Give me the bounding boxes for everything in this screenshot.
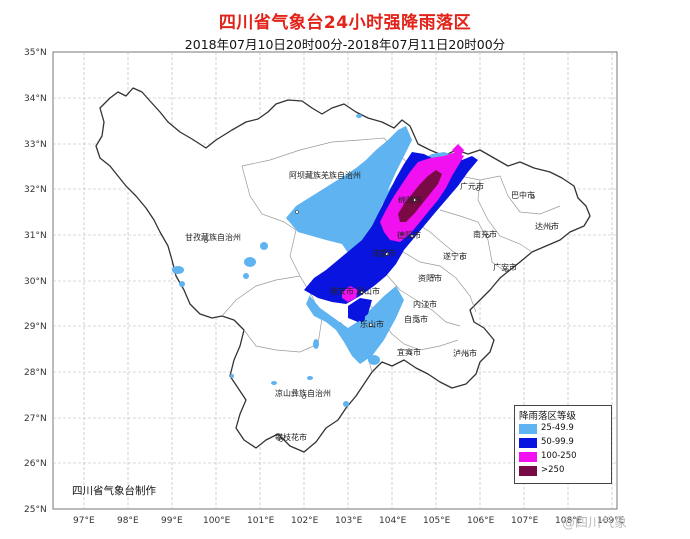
lon-label: 103°E <box>335 516 363 526</box>
label-luzhou: 泸州市 <box>453 348 477 358</box>
lon-label: 104°E <box>379 516 407 526</box>
label-dazhou: 达州市 <box>535 221 559 231</box>
lon-label: 106°E <box>467 516 495 526</box>
lon-label: 98°E <box>117 516 139 526</box>
label-mianyang: 绵阳市 <box>398 195 422 205</box>
label-neijiang: 内江市 <box>413 299 437 309</box>
label-deyang: 德阳市 <box>397 230 421 240</box>
lat-label: 30°N <box>24 277 47 287</box>
label-meishan: 眉山市 <box>356 286 380 296</box>
lon-label: 107°E <box>511 516 539 526</box>
legend-label: 25-49.9 <box>541 423 574 433</box>
lat-label: 25°N <box>24 505 47 515</box>
legend-label: >250 <box>541 465 564 475</box>
lon-label: 101°E <box>247 516 275 526</box>
label-guangyuan: 广元市 <box>460 181 484 191</box>
legend: 降雨落区等级 25-49.9 50-99.9 100-250 >250 <box>514 405 612 484</box>
longitude-labels: 97°E 98°E 99°E 100°E 101°E 102°E 103°E 1… <box>73 516 625 526</box>
lat-label: 34°N <box>24 94 47 104</box>
lon-label: 100°E <box>203 516 231 526</box>
legend-swatch <box>519 452 537 462</box>
lon-label: 99°E <box>161 516 183 526</box>
watermark: @四川气象 <box>562 512 627 531</box>
lat-label: 28°N <box>24 368 47 378</box>
label-yaan: 雅安市 <box>330 286 354 296</box>
label-yibin: 宜宾市 <box>397 347 421 357</box>
label-chengdu: 成都市 <box>372 248 396 258</box>
label-bazhong: 巴中市 <box>511 190 535 200</box>
label-liangshan: 凉山彝族自治州 <box>275 388 331 398</box>
label-ganzi: 甘孜藏族自治州 <box>185 232 241 242</box>
label-leshan: 乐山市 <box>360 319 384 329</box>
label-zigong: 自贡市 <box>404 314 428 324</box>
lat-label: 33°N <box>24 140 47 150</box>
producer-credit: 四川省气象台制作 <box>72 483 156 498</box>
legend-label: 100-250 <box>541 451 577 461</box>
lon-label: 97°E <box>73 516 95 526</box>
legend-swatch <box>519 424 537 434</box>
lat-label: 35°N <box>24 48 47 58</box>
label-panzhihua: 攀枝花市 <box>275 432 307 442</box>
label-guangan: 广安市 <box>493 262 517 272</box>
legend-title: 降雨落区等级 <box>519 408 576 422</box>
latitude-labels: 35°N 34°N 33°N 32°N 31°N 30°N 29°N 28°N … <box>24 48 47 515</box>
lat-label: 27°N <box>24 414 47 424</box>
lon-label: 105°E <box>423 516 451 526</box>
label-aba: 阿坝藏族羌族自治州 <box>289 170 361 180</box>
lat-label: 31°N <box>24 231 47 241</box>
lat-label: 29°N <box>24 322 47 332</box>
lat-label: 26°N <box>24 459 47 469</box>
legend-swatch <box>519 438 537 448</box>
legend-label: 50-99.9 <box>541 437 574 447</box>
lon-label: 102°E <box>291 516 319 526</box>
label-suining: 遂宁市 <box>443 251 467 261</box>
label-nanchong: 南充市 <box>473 229 497 239</box>
lat-label: 32°N <box>24 185 47 195</box>
label-ziyang: 资阳市 <box>418 273 442 283</box>
legend-swatch <box>519 466 537 476</box>
